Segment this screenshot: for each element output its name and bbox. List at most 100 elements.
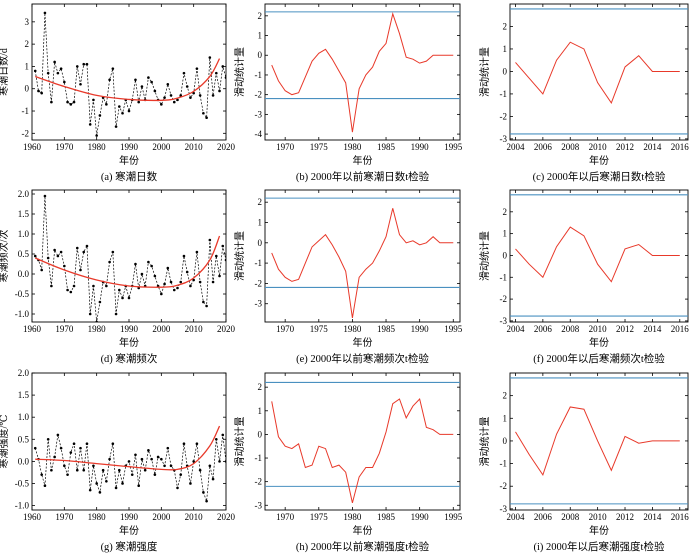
x-tick-label: 1970: [55, 324, 74, 334]
data-point: [105, 103, 108, 106]
data-point: [221, 244, 225, 248]
x-tick-label: 1970: [276, 324, 295, 334]
data-point: [43, 11, 47, 15]
data-point: [147, 76, 150, 79]
plot-frame: [509, 189, 689, 323]
data-point: [75, 246, 79, 250]
data-point: [218, 89, 221, 93]
x-tick-label: 2006: [534, 512, 553, 522]
data-point: [195, 442, 199, 446]
x-tick-label: 1985: [377, 324, 396, 334]
data-point: [195, 67, 199, 70]
data-point: [40, 268, 43, 272]
data-point: [208, 464, 212, 468]
plot-frame: [31, 189, 227, 323]
data-point: [85, 442, 89, 446]
data-point: [176, 486, 179, 490]
data-point: [182, 71, 186, 75]
x-tick-label: 2014: [643, 324, 662, 334]
data-point: [82, 468, 86, 472]
data-point: [172, 288, 176, 292]
x-axis-label: 年份: [353, 524, 373, 537]
y-tick-label: -1: [500, 459, 508, 469]
y-tick-label: 1.0: [18, 412, 30, 422]
data-point: [114, 486, 118, 490]
moving-t-statistic-line: [515, 406, 680, 477]
y-tick-label: 0: [258, 50, 263, 60]
x-axis-label: 年份: [119, 154, 139, 167]
data-point: [150, 457, 153, 461]
x-tick-label: 1980: [88, 142, 107, 152]
x-tick-label: 1975: [310, 512, 329, 522]
data-point: [147, 449, 150, 452]
data-point: [208, 238, 212, 242]
y-axis-label: 滑动统计量: [233, 231, 246, 281]
chart-f: 2004 2006 2008 2010 2012 2014 2016 -3 -2 -1 0 1 2 年份 滑…: [478, 189, 689, 365]
data-point: [79, 446, 82, 450]
y-tick-label: -1.0: [15, 501, 30, 511]
data-point: [98, 491, 102, 494]
x-tick-label: 2010: [589, 324, 608, 334]
data-point: [114, 312, 118, 316]
data-point: [46, 256, 50, 260]
data-point: [140, 272, 144, 276]
trend-fit-line: [34, 235, 221, 288]
x-tick-label: 1980: [343, 512, 362, 522]
data-point: [79, 82, 82, 86]
chart-a: 1960 1970 1980 1990 2000 2010 2020 -2 -1 0 1 2 3 年份 寒潮…: [0, 3, 236, 183]
chart-d: 1960 1970 1980 1990 2000 2010 2020 -1.0 -0.5 0.0 0…: [0, 189, 236, 365]
series-group: [515, 406, 680, 477]
moving-t-statistic-line: [515, 226, 680, 283]
data-point: [121, 111, 124, 115]
data-point: [79, 268, 82, 272]
y-tick-label: -4: [255, 129, 263, 139]
data-point: [205, 499, 208, 503]
x-tick-label: 2004: [506, 142, 525, 152]
y-tick-label: -3: [500, 504, 508, 514]
data-point: [59, 67, 63, 70]
data-point: [66, 288, 69, 292]
data-point: [50, 468, 53, 472]
data-point: [179, 280, 183, 284]
y-tick-label: 0: [258, 238, 263, 248]
observed-series-line: [34, 12, 226, 136]
x-tick-label: 1970: [55, 142, 74, 152]
plot-frame: [31, 3, 227, 141]
data-point: [69, 103, 73, 106]
data-point: [127, 460, 131, 463]
y-tick-label: 2: [258, 11, 263, 21]
x-axis-label: 年份: [353, 154, 373, 167]
data-point: [50, 100, 53, 104]
data-point: [160, 103, 163, 106]
data-point: [33, 69, 37, 73]
y-tick-label: 0: [25, 84, 30, 94]
panel-caption: (g) 寒潮强度: [101, 540, 158, 553]
y-tick-label: -1: [22, 106, 30, 116]
data-point: [150, 264, 153, 268]
data-point: [166, 266, 170, 270]
data-point: [69, 290, 73, 294]
data-point: [234, 378, 237, 381]
y-tick-label: 1: [258, 217, 263, 227]
x-tick-label: 2000: [152, 324, 171, 334]
data-point: [111, 67, 115, 70]
data-point: [118, 288, 121, 292]
chart-i: 2004 2006 2008 2010 2012 2014 2016 -3 -2 -1 0 1 2 年份 滑…: [478, 372, 689, 553]
x-tick-label: 2010: [185, 512, 204, 522]
data-point: [189, 482, 192, 485]
series-group: [515, 41, 680, 104]
x-tick-label: 2012: [616, 142, 634, 152]
data-point: [118, 105, 121, 108]
x-tick-label: 1970: [276, 142, 295, 152]
data-point: [221, 65, 225, 68]
panel-caption: (b) 2000年以前寒潮日数t检验: [296, 170, 430, 183]
data-point: [46, 71, 50, 75]
data-point: [118, 468, 121, 472]
data-point: [56, 433, 60, 437]
data-point: [92, 98, 95, 102]
data-point: [153, 89, 157, 93]
x-tick-label: 1990: [120, 324, 139, 334]
x-tick-label: 2012: [616, 512, 634, 522]
moving-t-statistic-line: [271, 397, 454, 504]
data-point: [202, 491, 205, 494]
